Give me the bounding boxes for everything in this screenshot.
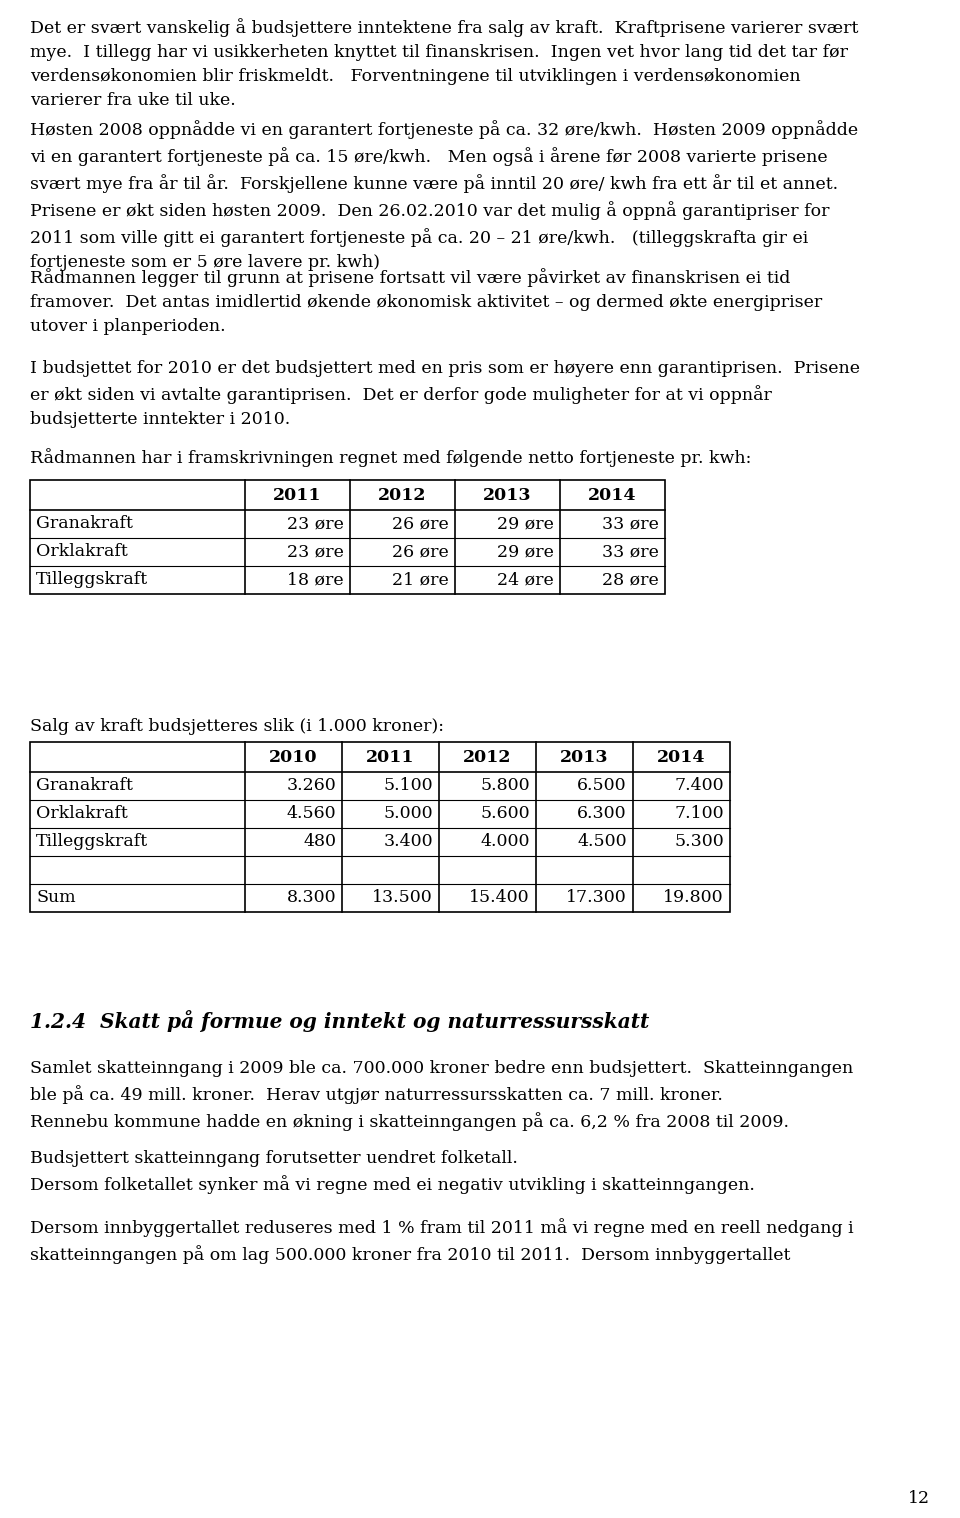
Text: 480: 480 [303, 833, 336, 850]
Text: Tilleggskraft: Tilleggskraft [36, 833, 148, 850]
Text: 29 øre: 29 øre [497, 543, 554, 560]
Text: 26 øre: 26 øre [393, 543, 449, 560]
Text: 13.500: 13.500 [372, 890, 433, 906]
Text: 5.800: 5.800 [480, 777, 530, 794]
Text: Høsten 2008 oppnådde vi en garantert fortjeneste på ca. 32 øre/kwh.  Høsten 2009: Høsten 2008 oppnådde vi en garantert for… [30, 120, 858, 272]
Text: I budsjettet for 2010 er det budsjettert med en pris som er høyere enn garantipr: I budsjettet for 2010 er det budsjettert… [30, 360, 860, 428]
Text: 6.500: 6.500 [577, 777, 627, 794]
Text: Salg av kraft budsjetteres slik (i 1.000 kroner):: Salg av kraft budsjetteres slik (i 1.000… [30, 718, 444, 735]
Text: 18 øre: 18 øre [287, 571, 344, 589]
Text: 2014: 2014 [588, 486, 636, 504]
Text: 4.500: 4.500 [577, 833, 627, 850]
Text: 2014: 2014 [658, 748, 706, 765]
Text: 33 øre: 33 øre [602, 543, 659, 560]
Bar [30, 742, 730, 912]
Text: Tilleggskraft: Tilleggskraft [36, 571, 148, 589]
Text: 2013: 2013 [483, 486, 532, 504]
Text: 23 øre: 23 øre [287, 543, 344, 560]
Text: 2012: 2012 [464, 748, 512, 765]
Text: 15.400: 15.400 [469, 890, 530, 906]
Text: 2012: 2012 [378, 486, 426, 504]
Text: Rådmannen har i framskrivningen regnet med følgende netto fortjeneste pr. kwh:: Rådmannen har i framskrivningen regnet m… [30, 448, 752, 468]
Text: Det er svært vanskelig å budsjettere inntektene fra salg av kraft.  Kraftprisene: Det er svært vanskelig å budsjettere inn… [30, 18, 858, 109]
Text: 5.600: 5.600 [480, 806, 530, 823]
Text: 7.100: 7.100 [674, 806, 724, 823]
Text: 2011: 2011 [274, 486, 322, 504]
Text: 5.300: 5.300 [674, 833, 724, 850]
Text: 5.000: 5.000 [383, 806, 433, 823]
Text: 23 øre: 23 øre [287, 516, 344, 533]
Text: Sum: Sum [36, 890, 76, 906]
Text: 26 øre: 26 øre [393, 516, 449, 533]
Text: 28 øre: 28 øre [602, 571, 659, 589]
Text: Orklakraft: Orklakraft [36, 806, 128, 823]
Text: 12: 12 [908, 1491, 930, 1507]
Text: Granakraft: Granakraft [36, 777, 132, 794]
Text: Rådmannen legger til grunn at prisene fortsatt vil være påvirket av finanskrisen: Rådmannen legger til grunn at prisene fo… [30, 269, 823, 335]
Text: 4.000: 4.000 [481, 833, 530, 850]
Text: 17.300: 17.300 [566, 890, 627, 906]
Text: 6.300: 6.300 [577, 806, 627, 823]
Text: 4.560: 4.560 [286, 806, 336, 823]
Text: 3.260: 3.260 [286, 777, 336, 794]
Text: 21 øre: 21 øre [393, 571, 449, 589]
Text: Samlet skatteinngang i 2009 ble ca. 700.000 kroner bedre enn budsjettert.  Skatt: Samlet skatteinngang i 2009 ble ca. 700.… [30, 1060, 853, 1131]
Text: 24 øre: 24 øre [497, 571, 554, 589]
Text: 2011: 2011 [367, 748, 415, 765]
Text: 1.2.4  Skatt på formue og inntekt og naturressursskatt: 1.2.4 Skatt på formue og inntekt og natu… [30, 1009, 649, 1032]
Text: 2010: 2010 [269, 748, 318, 765]
Text: 33 øre: 33 øre [602, 516, 659, 533]
Text: Granakraft: Granakraft [36, 516, 132, 533]
Text: 19.800: 19.800 [663, 890, 724, 906]
Text: 29 øre: 29 øre [497, 516, 554, 533]
Text: Budsjettert skatteinngang forutsetter uendret folketall.
Dersom folketallet synk: Budsjettert skatteinngang forutsetter ue… [30, 1151, 755, 1195]
Text: 5.100: 5.100 [383, 777, 433, 794]
Text: Orklakraft: Orklakraft [36, 543, 128, 560]
Text: Dersom innbyggertallet reduseres med 1 % fram til 2011 må vi regne med en reell : Dersom innbyggertallet reduseres med 1 %… [30, 1217, 853, 1264]
Text: 7.400: 7.400 [674, 777, 724, 794]
Text: 8.300: 8.300 [286, 890, 336, 906]
Bar [30, 480, 665, 594]
Text: 2013: 2013 [561, 748, 609, 765]
Text: 3.400: 3.400 [383, 833, 433, 850]
